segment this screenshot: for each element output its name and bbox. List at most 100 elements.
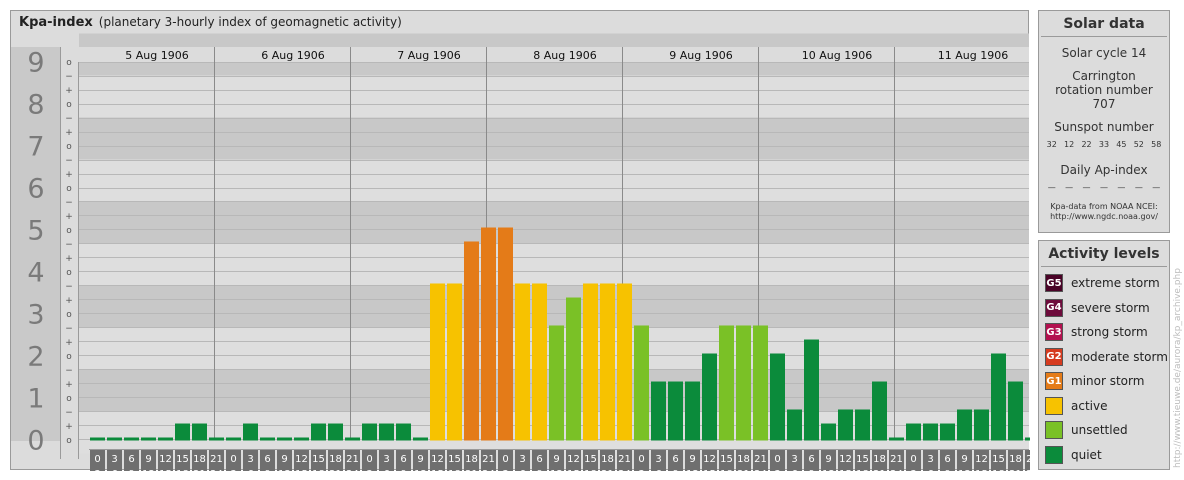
sunspot-value: 22	[1081, 140, 1092, 149]
y-minor-label: +	[65, 212, 73, 222]
time-end-label: 3	[366, 469, 372, 471]
time-end-label: 12	[550, 469, 563, 471]
y-minor-label: −	[65, 366, 73, 376]
time-start-label: 9	[417, 454, 423, 465]
y-minor-label: +	[65, 296, 73, 306]
time-slot	[226, 450, 241, 471]
kp-bar	[430, 283, 445, 441]
time-end-label: 18	[448, 469, 461, 471]
kp-bar	[940, 423, 955, 441]
time-slot	[651, 450, 666, 471]
kp-bar	[651, 381, 666, 441]
time-start-label: 21	[754, 454, 767, 465]
sunspot-value: 58	[1151, 140, 1162, 149]
time-slot	[685, 450, 700, 471]
time-end-label: 3	[638, 469, 644, 471]
time-slot	[1008, 450, 1023, 471]
y-minor-label: −	[65, 282, 73, 292]
kp-bar	[753, 325, 768, 441]
legend-item: G5 extreme storm	[1039, 271, 1169, 296]
time-start-label: 12	[975, 454, 988, 465]
kpa-panel: Kpa-index (planetary 3-hourly index of ge…	[10, 10, 1030, 471]
legend-item: G2 moderate storm	[1039, 345, 1169, 370]
ap-value: —	[1082, 183, 1091, 192]
kp-band	[79, 201, 1029, 244]
solar-cycle: Solar cycle 14	[1061, 46, 1147, 60]
kp-bar	[736, 325, 751, 441]
date-header	[78, 47, 1029, 62]
time-slot	[940, 450, 955, 471]
time-end-label: 15	[839, 469, 852, 471]
time-slot	[396, 450, 411, 471]
kp-bar	[532, 283, 547, 441]
sunspot-value: 45	[1116, 140, 1127, 149]
time-end-label: 18	[720, 469, 733, 471]
time-slot	[600, 450, 615, 471]
kp-bar	[481, 227, 496, 441]
kp-bar	[906, 423, 921, 441]
time-end-label: 12	[686, 469, 699, 471]
time-slot	[481, 450, 496, 471]
time-start-label: 3	[111, 454, 117, 465]
y-minor-label: −	[65, 324, 73, 334]
time-slot	[1025, 450, 1030, 471]
kp-bar	[617, 283, 632, 441]
time-end-label: 24	[482, 469, 495, 471]
kp-bar	[175, 423, 190, 441]
time-start-label: 0	[94, 454, 100, 465]
kp-bar	[209, 437, 224, 441]
time-slot	[957, 450, 972, 471]
time-slot	[175, 450, 190, 471]
time-start-label: 9	[281, 454, 287, 465]
time-slot	[379, 450, 394, 471]
ap-value: —	[1117, 183, 1126, 192]
carrington-rotation: Carrington rotation number 707	[1055, 69, 1153, 111]
kp-bar	[226, 437, 241, 441]
y-axis-panel	[11, 47, 60, 441]
kp-bar	[277, 437, 292, 441]
y-minor-label: −	[65, 240, 73, 250]
legend-item: unsettled	[1039, 418, 1169, 443]
y-tick-label: 8	[27, 90, 44, 121]
legend-item: quiet	[1039, 443, 1169, 468]
y-minor-label: +	[65, 380, 73, 390]
kp-bar	[515, 283, 530, 441]
time-end-label: 3	[94, 469, 100, 471]
time-start-label: 0	[774, 454, 780, 465]
time-end-label: 9	[128, 469, 134, 471]
kp-bar	[991, 353, 1006, 441]
time-start-label: 0	[366, 454, 372, 465]
activity-legend: G5 extreme storm G4 severe storm G3 strong st…	[1039, 267, 1169, 467]
time-start-label: 6	[808, 454, 814, 465]
time-start-label: 15	[992, 454, 1005, 465]
legend-item: G1 minor storm	[1039, 369, 1169, 394]
legend-label: active	[1071, 398, 1108, 413]
solar-heading: Solar data	[1041, 11, 1167, 37]
time-start-label: 15	[584, 454, 597, 465]
time-slot	[532, 450, 547, 471]
time-start-label: 3	[927, 454, 933, 465]
kp-bar	[328, 423, 343, 441]
source-link[interactable]: http://www.ngdc.noaa.gov/	[1050, 212, 1158, 221]
time-end-label: 6	[383, 469, 389, 471]
time-slot	[209, 450, 224, 471]
legend-swatch: G4	[1045, 298, 1063, 317]
kp-band	[79, 243, 1029, 286]
time-start-label: 18	[873, 454, 886, 465]
time-start-label: 21	[890, 454, 903, 465]
time-start-label: 12	[839, 454, 852, 465]
time-end-label: 21	[1009, 469, 1022, 471]
kp-bar	[107, 437, 122, 441]
activity-levels-panel: Activity levels G5 extreme storm G4 severe …	[1038, 240, 1170, 470]
time-slot	[413, 450, 428, 471]
kp-bar	[957, 409, 972, 441]
kp-bar	[447, 283, 462, 441]
y-minor-label: −	[65, 408, 73, 418]
time-end-label: 18	[584, 469, 597, 471]
time-slot	[328, 450, 343, 471]
kp-bar	[804, 339, 819, 441]
time-start-label: 18	[601, 454, 614, 465]
time-end-label: 15	[703, 469, 716, 471]
kp-band	[79, 117, 1029, 160]
time-start-label: 6	[536, 454, 542, 465]
